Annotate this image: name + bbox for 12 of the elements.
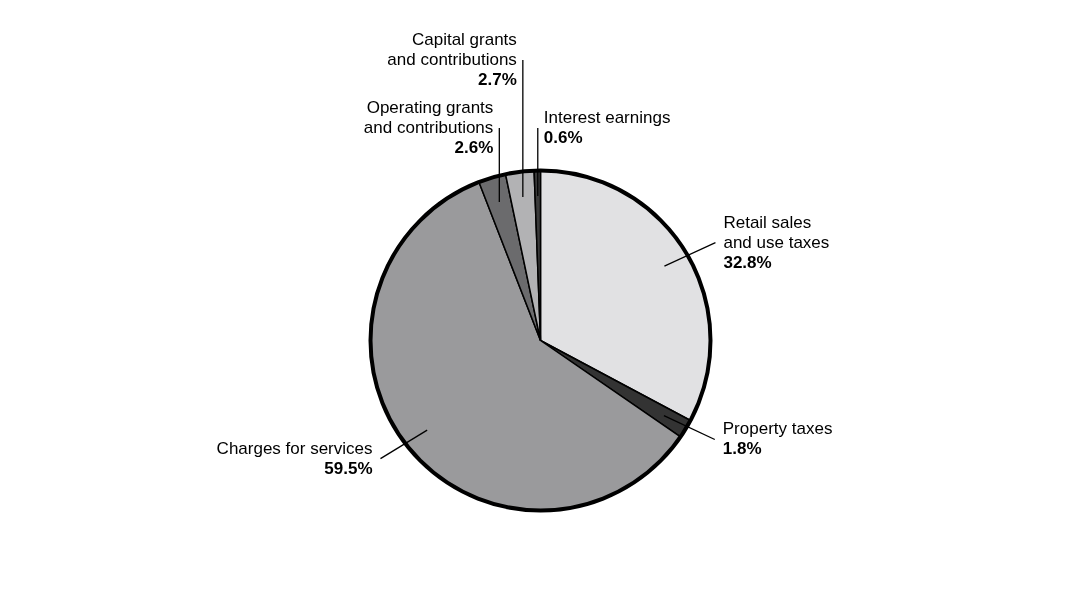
slice-label: Capital grants and contributions [387, 30, 517, 69]
slice-label: Operating grants and contributions [363, 98, 494, 137]
data-label: 1.8% [722, 439, 762, 459]
slice-label: Interest earnings [543, 108, 671, 127]
data-label: 59.5% [324, 458, 373, 478]
slice-label: Property taxes [722, 419, 833, 439]
data-label: 32.8% [723, 252, 772, 272]
data-label: 2.6% [454, 138, 494, 157]
slice-label: Charges for services [216, 438, 373, 458]
data-label: 0.6% [543, 128, 583, 147]
data-label: 2.7% [478, 70, 517, 89]
slice-label: Retail sales and use taxes [723, 212, 830, 252]
